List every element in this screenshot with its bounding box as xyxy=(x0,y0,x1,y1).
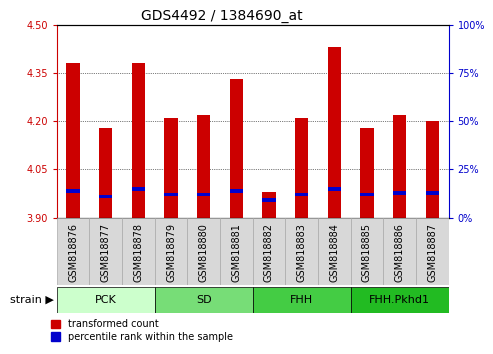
Text: FHH: FHH xyxy=(290,295,313,305)
Bar xyxy=(67,63,79,218)
Bar xyxy=(57,218,89,285)
Text: GSM818886: GSM818886 xyxy=(394,223,405,282)
Bar xyxy=(351,287,449,313)
Text: GSM818881: GSM818881 xyxy=(231,223,242,282)
Bar xyxy=(132,63,145,218)
Bar xyxy=(285,218,318,285)
Text: PCK: PCK xyxy=(95,295,116,305)
Bar xyxy=(383,218,416,285)
Bar xyxy=(132,187,145,191)
Bar xyxy=(155,287,252,313)
Bar xyxy=(99,195,112,199)
Text: GSM818876: GSM818876 xyxy=(68,223,78,282)
Bar xyxy=(165,118,177,218)
Text: GSM818885: GSM818885 xyxy=(362,223,372,282)
Bar xyxy=(426,121,439,218)
Bar xyxy=(89,218,122,285)
Text: SD: SD xyxy=(196,295,211,305)
Bar xyxy=(360,193,374,196)
Text: GSM818877: GSM818877 xyxy=(101,223,111,282)
Bar xyxy=(122,218,155,285)
Bar xyxy=(220,218,252,285)
Bar xyxy=(351,218,383,285)
Bar xyxy=(230,79,243,218)
Bar xyxy=(252,287,351,313)
Bar xyxy=(262,199,276,202)
Bar xyxy=(393,191,406,195)
Text: GSM818882: GSM818882 xyxy=(264,223,274,282)
Text: GDS4492 / 1384690_at: GDS4492 / 1384690_at xyxy=(141,9,303,23)
Legend: transformed count, percentile rank within the sample: transformed count, percentile rank withi… xyxy=(47,315,237,346)
Bar xyxy=(165,193,177,196)
Text: GSM818887: GSM818887 xyxy=(427,223,437,282)
Bar xyxy=(360,128,374,218)
Text: GSM818883: GSM818883 xyxy=(297,223,307,282)
Text: GSM818878: GSM818878 xyxy=(133,223,143,282)
Bar xyxy=(328,187,341,191)
Bar xyxy=(252,218,285,285)
Bar xyxy=(318,218,351,285)
Text: FHH.Pkhd1: FHH.Pkhd1 xyxy=(369,295,430,305)
Bar xyxy=(426,191,439,195)
Bar xyxy=(328,47,341,218)
Text: strain ▶: strain ▶ xyxy=(10,295,54,305)
Bar xyxy=(197,193,210,196)
Bar xyxy=(393,115,406,218)
Text: GSM818880: GSM818880 xyxy=(199,223,209,282)
Bar xyxy=(230,189,243,193)
Text: GSM818884: GSM818884 xyxy=(329,223,339,282)
Bar xyxy=(99,128,112,218)
Bar xyxy=(295,193,308,196)
Bar xyxy=(155,218,187,285)
Bar xyxy=(187,218,220,285)
Bar xyxy=(67,189,79,193)
Bar xyxy=(295,118,308,218)
Bar xyxy=(416,218,449,285)
Text: GSM818879: GSM818879 xyxy=(166,223,176,282)
Bar xyxy=(262,192,276,218)
Bar xyxy=(197,115,210,218)
Bar xyxy=(57,287,155,313)
